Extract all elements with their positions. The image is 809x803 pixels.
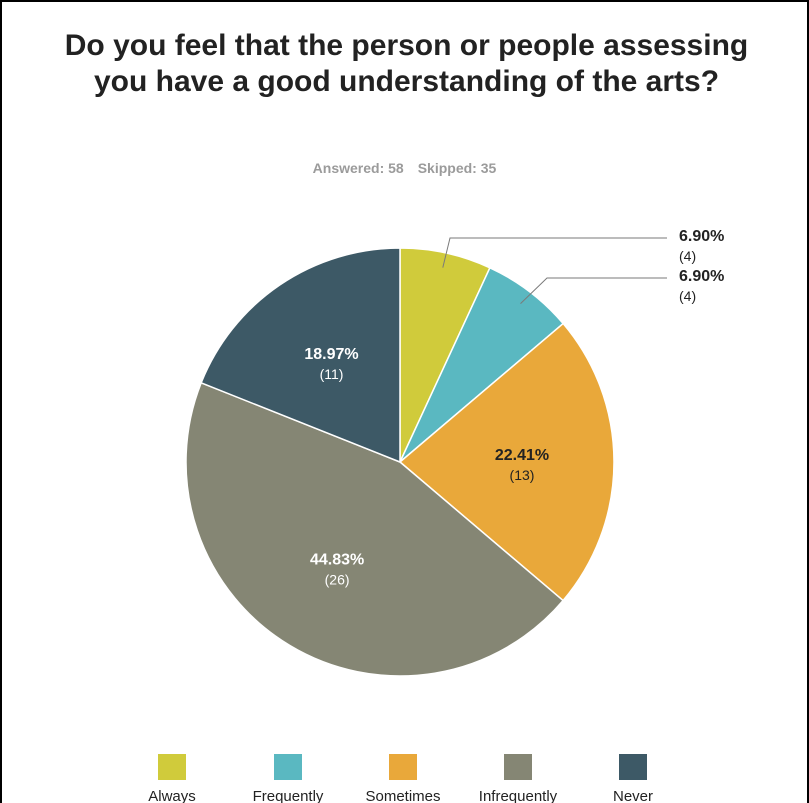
data-label-sometimes: 22.41% <box>495 447 549 464</box>
legend-swatch-never <box>619 754 647 780</box>
data-label-infrequently: 44.83% <box>310 552 364 569</box>
legend-label-infrequently: Infrequently <box>479 788 558 803</box>
slice-never <box>200 247 401 464</box>
count-label-never: (11) <box>320 366 344 382</box>
legend-swatch-sometimes <box>389 754 417 780</box>
count-label-sometimes: (13) <box>510 467 535 483</box>
chart-title: Do you feel that the person or people as… <box>64 29 749 98</box>
response-summary: Answered: 58 Skipped: 35 <box>2 160 807 176</box>
legend-label-frequently: Frequently <box>253 788 324 803</box>
skipped-count: Skipped: 35 <box>417 160 497 176</box>
leader-line-frequently <box>520 277 667 304</box>
legend-swatch-always <box>158 754 186 780</box>
legend-label-always: Always <box>148 788 196 803</box>
legend-label-sometimes: Sometimes <box>365 788 440 803</box>
slice-infrequently <box>185 381 565 677</box>
leader-line-always <box>442 237 667 268</box>
legend-swatch-infrequently <box>504 754 532 780</box>
legend-swatch-frequently <box>274 754 302 780</box>
slice-sometimes <box>398 322 615 602</box>
count-label-frequently: (4) <box>679 288 696 304</box>
count-label-infrequently: (26) <box>325 572 350 588</box>
data-label-always: 6.90% <box>679 228 724 245</box>
count-label-always: (4) <box>679 248 696 264</box>
legend-label-never: Never <box>613 788 653 803</box>
data-label-never: 18.97% <box>304 346 358 363</box>
data-label-frequently: 6.90% <box>679 268 724 285</box>
answered-count: Answered: 58 <box>312 160 404 176</box>
